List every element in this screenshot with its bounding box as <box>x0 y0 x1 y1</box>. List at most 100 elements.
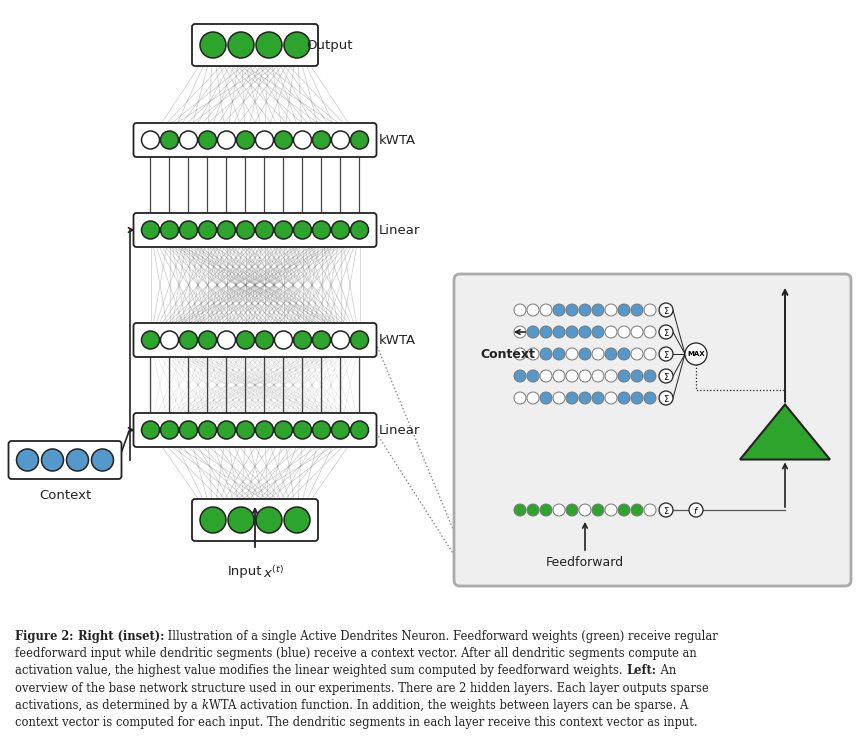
Circle shape <box>618 504 630 516</box>
Text: $\Sigma$: $\Sigma$ <box>662 370 669 381</box>
Text: overview of the base network structure used in our experiments. There are 2 hidd: overview of the base network structure u… <box>15 681 710 695</box>
Circle shape <box>689 503 703 517</box>
Text: kWTA: kWTA <box>378 333 415 347</box>
Circle shape <box>331 131 349 149</box>
Circle shape <box>514 304 526 316</box>
Text: Output: Output <box>306 38 353 52</box>
Circle shape <box>592 370 604 382</box>
Circle shape <box>527 370 539 382</box>
Circle shape <box>237 331 255 349</box>
Circle shape <box>16 449 39 471</box>
Text: Right (inset):: Right (inset): <box>78 630 164 643</box>
Circle shape <box>659 503 673 517</box>
Circle shape <box>351 221 368 239</box>
Circle shape <box>351 131 368 149</box>
Circle shape <box>527 504 539 516</box>
Circle shape <box>218 221 236 239</box>
Circle shape <box>274 421 292 439</box>
Circle shape <box>566 304 578 316</box>
Text: MAX: MAX <box>687 351 705 357</box>
Circle shape <box>200 507 226 533</box>
Circle shape <box>218 331 236 349</box>
Text: Feedforward: Feedforward <box>546 556 624 569</box>
Circle shape <box>527 304 539 316</box>
Circle shape <box>540 392 552 404</box>
Circle shape <box>228 32 254 58</box>
Circle shape <box>579 304 591 316</box>
Circle shape <box>644 348 656 360</box>
Circle shape <box>579 392 591 404</box>
Circle shape <box>514 370 526 382</box>
FancyBboxPatch shape <box>192 24 318 66</box>
Circle shape <box>592 304 604 316</box>
Circle shape <box>659 369 673 383</box>
Circle shape <box>553 326 565 338</box>
Text: feedforward input while dendritic segments (blue) receive a context vector. Afte: feedforward input while dendritic segmen… <box>15 647 697 660</box>
Circle shape <box>659 391 673 405</box>
FancyBboxPatch shape <box>133 413 377 447</box>
Circle shape <box>644 370 656 382</box>
Circle shape <box>659 325 673 339</box>
Circle shape <box>331 331 349 349</box>
Circle shape <box>566 370 578 382</box>
FancyBboxPatch shape <box>133 213 377 247</box>
Circle shape <box>579 326 591 338</box>
Text: $\Sigma$: $\Sigma$ <box>662 392 669 403</box>
Circle shape <box>237 221 255 239</box>
Circle shape <box>566 348 578 360</box>
Circle shape <box>631 504 643 516</box>
Text: An: An <box>657 664 676 678</box>
Circle shape <box>293 221 311 239</box>
Circle shape <box>605 392 617 404</box>
Circle shape <box>161 221 179 239</box>
Circle shape <box>199 331 217 349</box>
Text: activations, as determined by a: activations, as determined by a <box>15 699 202 712</box>
Circle shape <box>659 303 673 317</box>
Text: Linear: Linear <box>378 223 420 236</box>
Circle shape <box>579 370 591 382</box>
Circle shape <box>293 131 311 149</box>
Text: Context: Context <box>39 489 91 502</box>
Circle shape <box>161 131 179 149</box>
Circle shape <box>274 331 292 349</box>
Text: Input: Input <box>228 565 262 578</box>
Circle shape <box>644 326 656 338</box>
Circle shape <box>331 421 349 439</box>
Circle shape <box>605 504 617 516</box>
Circle shape <box>274 131 292 149</box>
Circle shape <box>566 326 578 338</box>
Circle shape <box>255 331 273 349</box>
Circle shape <box>514 348 526 360</box>
FancyBboxPatch shape <box>454 274 851 586</box>
Circle shape <box>331 221 349 239</box>
Circle shape <box>592 326 604 338</box>
Circle shape <box>161 421 179 439</box>
Circle shape <box>540 370 552 382</box>
Circle shape <box>631 304 643 316</box>
Text: $x^{(t)}$: $x^{(t)}$ <box>262 565 284 581</box>
Circle shape <box>618 348 630 360</box>
Circle shape <box>540 304 552 316</box>
Circle shape <box>592 504 604 516</box>
Circle shape <box>218 421 236 439</box>
Text: Illustration of a single Active Dendrites Neuron. Feedforward weights (green) re: Illustration of a single Active Dendrite… <box>164 630 718 643</box>
FancyBboxPatch shape <box>192 499 318 541</box>
Circle shape <box>644 392 656 404</box>
Circle shape <box>351 331 368 349</box>
Circle shape <box>579 348 591 360</box>
Circle shape <box>237 131 255 149</box>
Circle shape <box>579 504 591 516</box>
Circle shape <box>180 331 198 349</box>
Circle shape <box>284 507 310 533</box>
Circle shape <box>540 504 552 516</box>
Text: $\Sigma$: $\Sigma$ <box>662 327 669 338</box>
Circle shape <box>618 370 630 382</box>
Circle shape <box>228 507 254 533</box>
Circle shape <box>618 326 630 338</box>
Text: Left:: Left: <box>627 664 657 678</box>
Circle shape <box>218 131 236 149</box>
Circle shape <box>514 504 526 516</box>
Circle shape <box>142 421 159 439</box>
Circle shape <box>180 221 198 239</box>
Circle shape <box>237 421 255 439</box>
